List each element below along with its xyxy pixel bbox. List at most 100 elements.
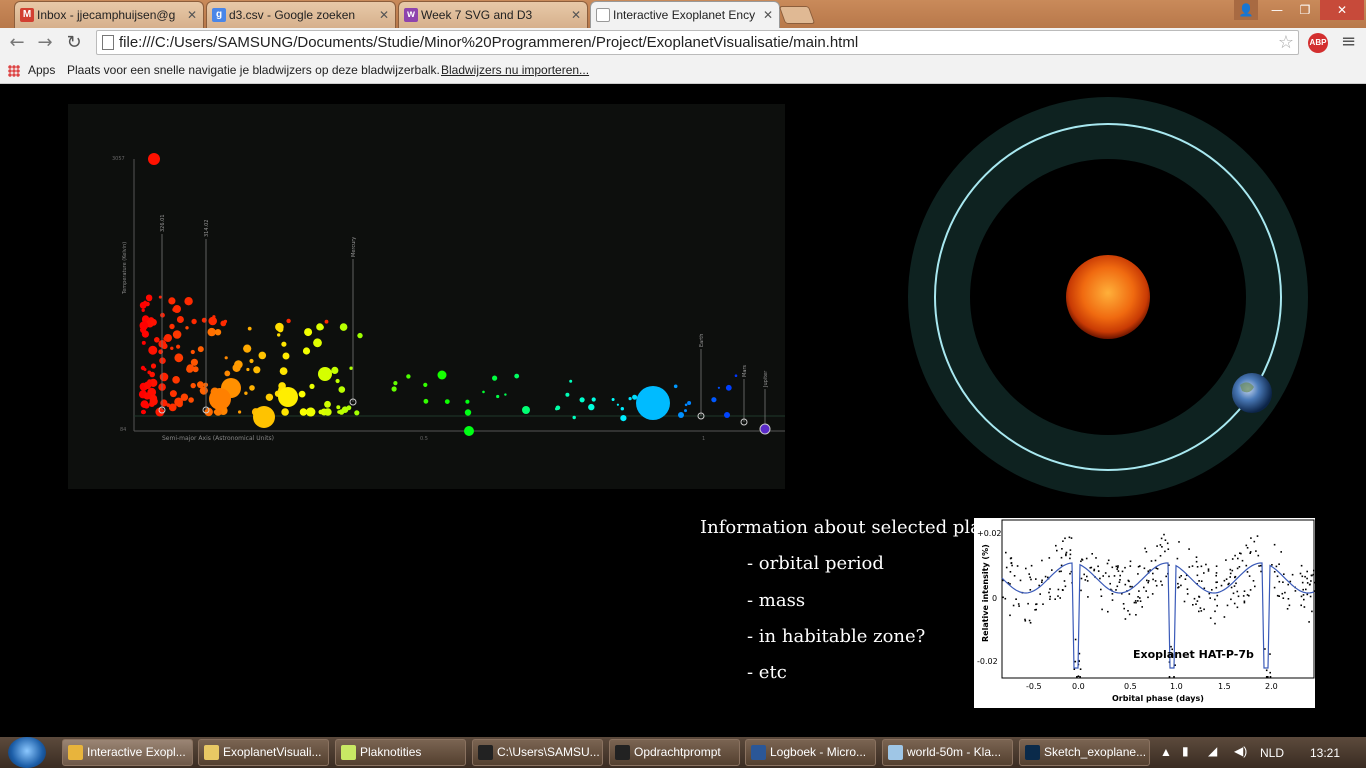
volume-icon[interactable]: ◀) bbox=[1234, 744, 1248, 758]
light-curve-point bbox=[1276, 594, 1279, 597]
sun[interactable] bbox=[1066, 255, 1150, 339]
info-item: - etc bbox=[747, 662, 787, 683]
scatter-point bbox=[275, 322, 284, 332]
light-curve-point bbox=[1154, 559, 1157, 562]
taskbar-item[interactable]: Logboek - Micro... bbox=[745, 739, 876, 766]
tab-gmail[interactable]: M Inbox - jjecamphuijsen@g ✕ bbox=[14, 1, 204, 28]
taskbar-item[interactable]: Interactive Exopl... bbox=[62, 739, 193, 766]
close-icon[interactable]: ✕ bbox=[186, 8, 197, 22]
reload-button[interactable]: ↻ bbox=[66, 32, 82, 53]
light-curve-point bbox=[1146, 579, 1148, 582]
scatter-point bbox=[176, 400, 183, 408]
light-curve-point bbox=[1180, 575, 1182, 577]
tab-label: d3.csv - Google zoeken bbox=[229, 8, 356, 22]
import-bookmarks-link[interactable]: Bladwijzers nu importeren... bbox=[441, 63, 590, 77]
light-curve-point bbox=[1155, 567, 1158, 569]
tray-expand-icon[interactable]: ▲ bbox=[1160, 745, 1172, 759]
apps-grid-icon[interactable] bbox=[8, 65, 20, 77]
forward-button[interactable]: → bbox=[37, 32, 53, 53]
light-curve-point bbox=[1300, 595, 1303, 598]
scatter-point bbox=[591, 397, 596, 402]
light-curve-point bbox=[1029, 589, 1032, 591]
x-tick: 1.0 bbox=[1170, 682, 1183, 691]
start-button[interactable] bbox=[8, 737, 46, 768]
scatter-point bbox=[149, 397, 158, 406]
close-window-button[interactable]: ✕ bbox=[1320, 0, 1364, 20]
light-curve-point bbox=[1135, 614, 1137, 616]
taskbar-item-label: world-50m - Kla... bbox=[907, 745, 1002, 759]
light-curve-point bbox=[1203, 587, 1206, 590]
maximize-button[interactable]: ❐ bbox=[1299, 3, 1311, 17]
notepad-icon bbox=[888, 745, 903, 760]
info-item: - orbital period bbox=[747, 553, 884, 574]
light-curve-point bbox=[1199, 607, 1202, 609]
clock[interactable]: 13:21 bbox=[1310, 746, 1341, 760]
scatter-point bbox=[180, 393, 189, 401]
taskbar-item[interactable]: C:\Users\SAMSU... bbox=[472, 739, 603, 766]
gmail-icon: M bbox=[20, 8, 34, 22]
exoplanet-scatter-plot[interactable]: 3057 84 Semi-major Axis (Astronomical Un… bbox=[68, 104, 785, 489]
chrome-menu-icon[interactable]: ≡ bbox=[1341, 31, 1357, 52]
planet-earth[interactable] bbox=[1232, 373, 1272, 413]
light-curve-point bbox=[1185, 574, 1188, 577]
taskbar-item[interactable]: world-50m - Kla... bbox=[882, 739, 1013, 766]
new-tab-button[interactable] bbox=[778, 6, 816, 24]
close-icon[interactable]: ✕ bbox=[570, 8, 581, 22]
light-curve-point bbox=[1117, 570, 1120, 572]
adblock-icon[interactable]: ABP bbox=[1308, 33, 1328, 53]
light-curve-point bbox=[1111, 599, 1114, 601]
signal-icon[interactable]: ◢ bbox=[1208, 744, 1218, 758]
address-bar[interactable]: file:///C:/Users/SAMSUNG/Documents/Studi… bbox=[96, 30, 1299, 55]
light-curve-point bbox=[1101, 608, 1103, 611]
light-curve-point bbox=[1034, 609, 1036, 611]
light-curve-point bbox=[1184, 578, 1187, 580]
x-axis-label: Semi-major Axis (Astronomical Units) bbox=[162, 435, 274, 442]
back-button[interactable]: ← bbox=[9, 32, 25, 53]
close-icon[interactable]: ✕ bbox=[378, 8, 389, 22]
light-curve-point bbox=[1093, 569, 1095, 572]
light-curve-point bbox=[1055, 544, 1057, 547]
light-curve-point bbox=[1060, 570, 1062, 573]
minimize-button[interactable]: — bbox=[1271, 3, 1283, 17]
scatter-point bbox=[143, 300, 147, 304]
y-tick: 0 bbox=[992, 594, 997, 603]
scatter-point bbox=[314, 338, 319, 343]
scatter-point bbox=[324, 319, 329, 324]
light-curve-point bbox=[1038, 584, 1040, 587]
light-curve-point bbox=[1070, 570, 1073, 573]
scatter-point bbox=[140, 400, 149, 408]
light-curve-point bbox=[1233, 585, 1236, 587]
tab-google[interactable]: g d3.csv - Google zoeken ✕ bbox=[206, 1, 396, 28]
light-curve-point bbox=[1265, 669, 1268, 672]
y-top-tick: 3057 bbox=[112, 156, 125, 162]
scatter-point bbox=[244, 391, 248, 395]
light-curve-point bbox=[1278, 580, 1281, 583]
light-curve-point bbox=[1195, 556, 1198, 558]
light-curve-point bbox=[1035, 603, 1038, 605]
light-curve-svg: +0.02 0 -0.02 Relative intensity (%) -0.… bbox=[977, 519, 1316, 703]
light-curve-point bbox=[1143, 567, 1146, 570]
light-curve-point bbox=[1269, 653, 1271, 655]
scatter-point bbox=[335, 378, 340, 384]
light-curve-point bbox=[1115, 565, 1118, 568]
scatter-point bbox=[306, 407, 316, 417]
bookmark-star-icon[interactable]: ☆ bbox=[1277, 32, 1294, 53]
tab-exoplanet[interactable]: Interactive Exoplanet Ency ✕ bbox=[590, 1, 780, 28]
scatter-point bbox=[161, 343, 168, 350]
taskbar-item[interactable]: Sketch_exoplane... bbox=[1019, 739, 1150, 766]
light-curve-point bbox=[1152, 578, 1154, 581]
taskbar-item[interactable]: Opdrachtprompt bbox=[609, 739, 740, 766]
apps-link[interactable]: Apps bbox=[28, 63, 56, 77]
language-indicator[interactable]: NLD bbox=[1260, 746, 1285, 760]
network-icon[interactable]: ▮ bbox=[1182, 744, 1189, 758]
light-curve-point bbox=[1017, 603, 1020, 605]
taskbar-item[interactable]: ExoplanetVisuali... bbox=[198, 739, 329, 766]
orbit-visualisation[interactable] bbox=[906, 95, 1310, 499]
scatter-point bbox=[302, 347, 311, 355]
close-icon[interactable]: ✕ bbox=[762, 8, 773, 22]
light-curve-point bbox=[1273, 586, 1276, 589]
light-curve-point bbox=[1178, 586, 1180, 588]
tab-week7[interactable]: w Week 7 SVG and D3 ✕ bbox=[398, 1, 588, 28]
user-icon[interactable]: 👤 bbox=[1234, 0, 1258, 20]
taskbar-item[interactable]: Plaknotities bbox=[335, 739, 466, 766]
